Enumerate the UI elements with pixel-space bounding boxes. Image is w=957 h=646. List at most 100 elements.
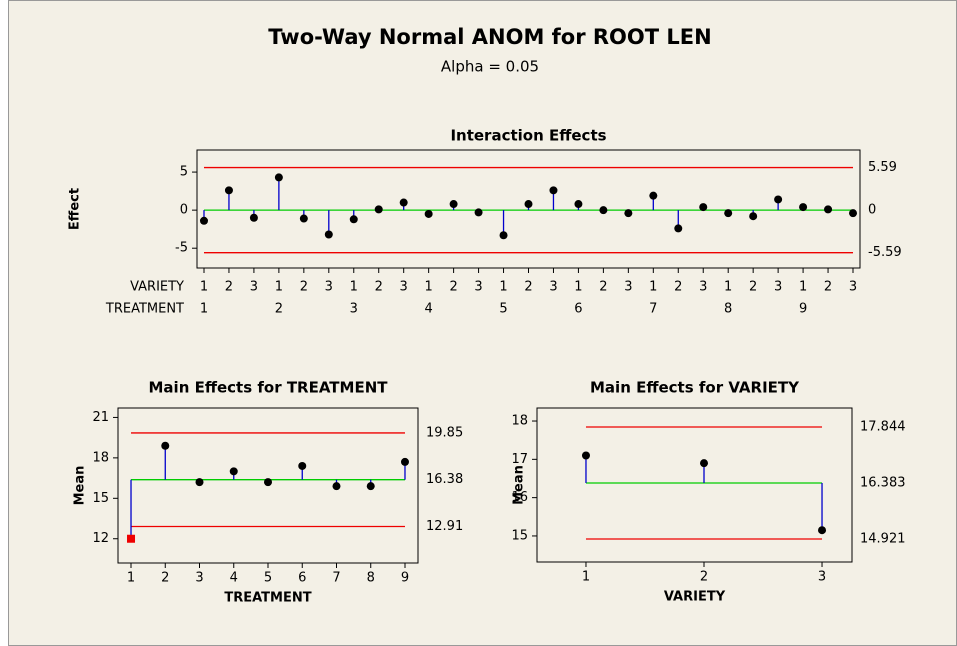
limit-label: -5.59	[868, 245, 902, 260]
x-row-label: 4	[425, 302, 433, 317]
marker	[127, 534, 136, 543]
marker	[749, 212, 758, 221]
x-row-label: 3	[849, 280, 857, 295]
x-tick-label: 3	[818, 570, 826, 585]
x-tick-label: 8	[367, 571, 375, 586]
x-row-label: 8	[724, 302, 732, 317]
chart-title: Two-Way Normal ANOM for ROOT LEN	[268, 25, 711, 49]
marker	[799, 203, 808, 212]
x-row-label: 3	[250, 280, 258, 295]
y-tick-label: 12	[92, 531, 109, 546]
marker	[724, 209, 733, 218]
limit-label: 14.921	[860, 531, 906, 546]
x-row-label: 3	[474, 280, 482, 295]
marker	[581, 451, 590, 460]
y-axis-label: Effect	[68, 188, 83, 230]
limit-label: 16.38	[426, 472, 463, 487]
y-tick-label: 0	[180, 203, 188, 218]
x-row-label: 2	[824, 280, 832, 295]
x-row-label: 1	[200, 302, 208, 317]
panel-title: Main Effects for VARIETY	[590, 379, 800, 397]
marker	[549, 186, 558, 195]
x-tick-label: 3	[195, 571, 203, 586]
x-row-name: VARIETY	[130, 280, 184, 295]
marker	[229, 467, 238, 476]
chart-subtitle: Alpha = 0.05	[441, 58, 539, 76]
x-row-label: 3	[549, 280, 557, 295]
marker	[224, 186, 233, 195]
x-tick-label: 1	[582, 570, 590, 585]
marker	[324, 230, 333, 239]
marker	[249, 213, 258, 222]
limit-label: 12.91	[426, 519, 463, 534]
limit-label: 17.844	[860, 420, 906, 435]
x-row-label: 2	[524, 280, 532, 295]
x-row-label: 2	[599, 280, 607, 295]
x-row-label: 1	[799, 280, 807, 295]
marker	[818, 526, 827, 535]
marker	[199, 216, 208, 225]
x-tick-label: 2	[161, 571, 169, 586]
marker	[624, 209, 633, 218]
y-tick-label: 16	[511, 490, 528, 505]
x-tick-label: 1	[127, 571, 135, 586]
x-tick-label: 4	[230, 571, 238, 586]
limit-label: 0	[868, 203, 876, 218]
limit-label: 19.85	[426, 425, 463, 440]
marker	[599, 206, 608, 215]
marker	[674, 224, 683, 233]
x-row-label: 1	[724, 280, 732, 295]
x-axis-label: VARIETY	[664, 590, 726, 605]
marker	[298, 461, 307, 470]
x-row-name: TREATMENT	[105, 302, 184, 317]
marker	[274, 173, 283, 182]
marker	[774, 195, 783, 204]
marker	[299, 214, 308, 223]
x-row-label: 2	[674, 280, 682, 295]
marker	[449, 200, 458, 209]
marker	[161, 441, 170, 450]
x-row-label: 1	[499, 280, 507, 295]
x-row-label: 3	[699, 280, 707, 295]
marker	[700, 459, 709, 468]
x-row-label: 1	[425, 280, 433, 295]
x-row-label: 7	[649, 302, 657, 317]
x-axis-label: TREATMENT	[224, 591, 311, 606]
marker	[699, 203, 708, 212]
x-row-label: 1	[350, 280, 358, 295]
x-tick-label: 5	[264, 571, 272, 586]
marker	[366, 482, 375, 491]
marker	[574, 200, 583, 209]
y-tick-label: -5	[175, 241, 188, 256]
x-tick-label: 9	[401, 571, 409, 586]
y-tick-label: 17	[511, 452, 528, 467]
marker	[374, 205, 383, 214]
y-axis-label: Mean	[73, 466, 88, 506]
marker	[524, 200, 533, 209]
marker	[499, 231, 508, 240]
marker	[649, 191, 658, 200]
y-axis-label: Mean	[512, 465, 527, 505]
x-row-label: 6	[574, 302, 582, 317]
x-tick-label: 2	[700, 570, 708, 585]
x-row-label: 1	[275, 280, 283, 295]
x-row-label: 3	[774, 280, 782, 295]
marker	[332, 482, 341, 491]
x-row-label: 9	[799, 302, 807, 317]
x-row-label: 2	[449, 280, 457, 295]
marker	[195, 478, 204, 487]
x-row-label: 2	[225, 280, 233, 295]
marker	[400, 457, 409, 466]
y-tick-label: 18	[92, 450, 109, 465]
marker	[399, 198, 408, 207]
x-tick-label: 6	[298, 571, 306, 586]
marker	[264, 478, 272, 487]
y-tick-label: 5	[180, 165, 188, 180]
marker	[474, 208, 483, 217]
x-row-label: 2	[300, 280, 308, 295]
x-row-label: 1	[574, 280, 582, 295]
x-tick-label: 7	[332, 571, 340, 586]
y-tick-label: 15	[511, 528, 528, 543]
x-row-label: 3	[325, 280, 333, 295]
